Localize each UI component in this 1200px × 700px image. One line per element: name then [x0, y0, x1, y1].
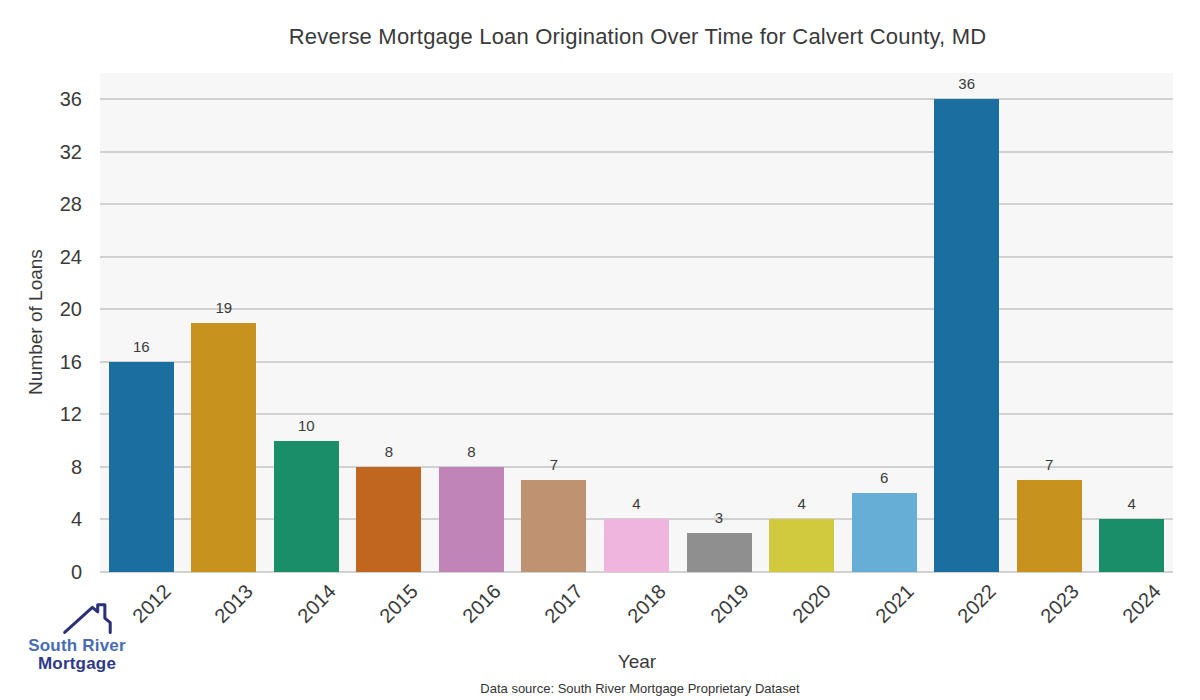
- bar-value-label: 4: [762, 495, 842, 513]
- bar-2015: [356, 467, 421, 572]
- bar-value-label: 19: [184, 299, 264, 317]
- y-tick-label: 8: [0, 455, 82, 479]
- bar-2024: [1099, 519, 1164, 572]
- bar-value-label: 36: [927, 75, 1007, 93]
- bar-value-label: 7: [514, 456, 594, 474]
- y-tick-label: 36: [0, 87, 82, 111]
- gridline: [100, 98, 1173, 100]
- x-axis-title: Year: [618, 651, 656, 673]
- bar-value-label: 3: [679, 509, 759, 527]
- logo-text-line2: Mortgage: [14, 655, 140, 673]
- gridline: [100, 413, 1173, 415]
- bar-2016: [439, 467, 504, 572]
- y-tick-label: 4: [0, 507, 82, 531]
- gridline: [100, 361, 1173, 363]
- bar-2013: [191, 323, 256, 573]
- gridline: [100, 151, 1173, 153]
- bar-2021: [852, 493, 917, 572]
- bar-value-label: 10: [266, 417, 346, 435]
- bar-2019: [687, 533, 752, 572]
- y-tick-label: 16: [0, 350, 82, 374]
- bar-value-label: 8: [349, 443, 429, 461]
- gridline: [100, 203, 1173, 205]
- bar-value-label: 4: [1092, 495, 1172, 513]
- y-tick-label: 28: [0, 192, 82, 216]
- bar-value-label: 6: [844, 469, 924, 487]
- y-tick-label: 32: [0, 140, 82, 164]
- y-tick-label: 20: [0, 297, 82, 321]
- bar-2020: [769, 519, 834, 572]
- chart-title: Reverse Mortgage Loan Origination Over T…: [0, 24, 1200, 50]
- y-tick-label: 12: [0, 402, 82, 426]
- bar-value-label: 16: [101, 338, 181, 356]
- y-tick-label: 24: [0, 245, 82, 269]
- house-roof-icon: [62, 602, 112, 636]
- logo-text-line1: South River: [14, 637, 140, 655]
- bar-2022: [934, 99, 999, 572]
- bar-value-label: 8: [431, 443, 511, 461]
- bar-2017: [521, 480, 586, 572]
- bar-2014: [274, 441, 339, 572]
- bar-2023: [1017, 480, 1082, 572]
- bar-2018: [604, 519, 669, 572]
- data-source-note: Data source: South River Mortgage Propri…: [480, 681, 799, 696]
- gridline: [100, 256, 1173, 258]
- bar-2012: [109, 362, 174, 572]
- plot-area: 16191088743463674: [100, 73, 1173, 572]
- figure: Reverse Mortgage Loan Origination Over T…: [0, 0, 1200, 700]
- bar-value-label: 4: [597, 495, 677, 513]
- y-tick-label: 0: [0, 560, 82, 584]
- bar-value-label: 7: [1009, 456, 1089, 474]
- logo-south-river-mortgage: South River Mortgage: [14, 602, 140, 673]
